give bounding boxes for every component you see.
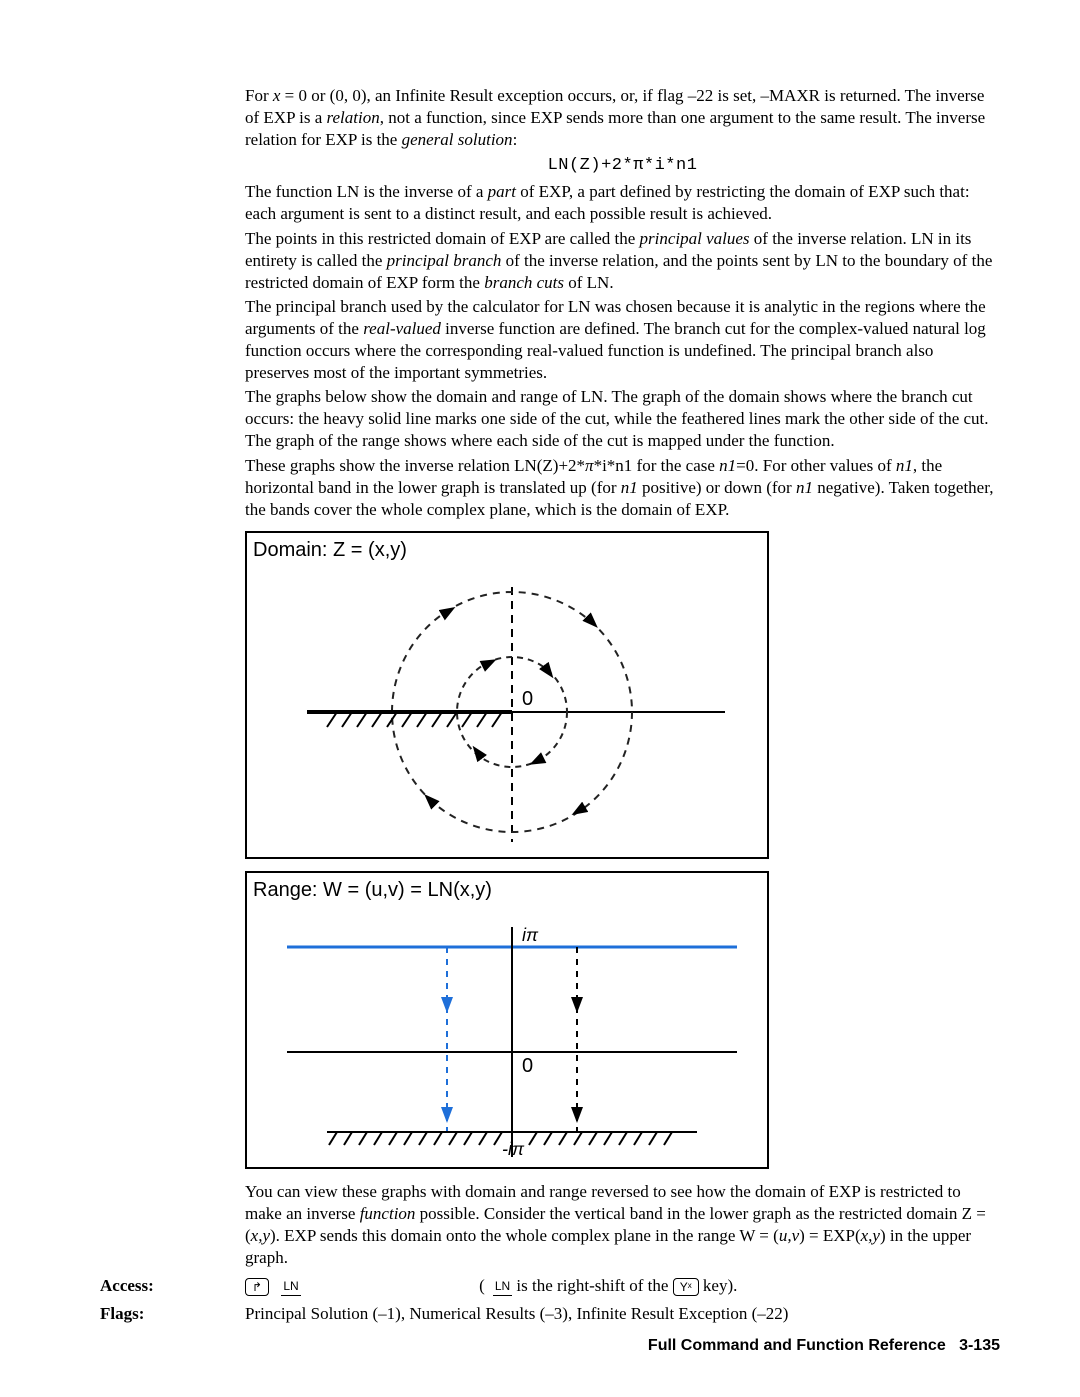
- text: of LN.: [564, 273, 614, 292]
- var-n1: n1: [621, 478, 638, 497]
- yx-key-icon: Yˣ: [673, 1278, 699, 1296]
- code-general-solution: LN(Z)+2*π*i*n1: [245, 155, 1000, 177]
- ln-shift-label-2: LN: [493, 1279, 512, 1296]
- text: The function LN is the inverse of a: [245, 182, 488, 201]
- text: For: [245, 86, 273, 105]
- figure-domain: Domain: Z = (x,y): [245, 531, 769, 859]
- body-column: For x = 0 or (0, 0), an Infinite Result …: [245, 85, 1000, 1269]
- text: These graphs show the inverse relation L…: [245, 456, 585, 475]
- page: For x = 0 or (0, 0), an Infinite Result …: [0, 0, 1080, 1397]
- footer-title: Full Command and Function Reference: [648, 1337, 946, 1354]
- paragraph-2: The function LN is the inverse of a part…: [245, 181, 1000, 225]
- origin-label-2: 0: [522, 1055, 533, 1077]
- feathers: [327, 712, 502, 727]
- em-function: function: [360, 1204, 416, 1223]
- em-principal-values: principal values: [640, 229, 750, 248]
- arrow-outer-2: [587, 617, 595, 625]
- pi: π: [585, 456, 594, 475]
- text: ). EXP sends this domain onto the whole …: [270, 1226, 779, 1245]
- right-shift-key-icon: ↱: [245, 1278, 269, 1296]
- domain-svg: 0: [247, 567, 763, 857]
- em-part: part: [488, 182, 516, 201]
- em-principal-branch: principal branch: [387, 251, 502, 270]
- origin-label: 0: [522, 688, 533, 710]
- paragraph-5: The graphs below show the domain and ran…: [245, 386, 1000, 452]
- paragraph-1: For x = 0 or (0, 0), an Infinite Result …: [245, 85, 1000, 151]
- paragraph-3: The points in this restricted domain of …: [245, 228, 1000, 294]
- var-n1: n1: [719, 456, 736, 475]
- text: (: [479, 1276, 485, 1295]
- text: *i*n1 for the case: [594, 456, 720, 475]
- flags-label: Flags:: [100, 1303, 245, 1325]
- ln-shift-label: LN: [281, 1279, 300, 1296]
- text: =0. For other values of: [736, 456, 896, 475]
- var-n1: n1: [896, 456, 913, 475]
- flags-content: Principal Solution (–1), Numerical Resul…: [245, 1303, 1000, 1325]
- access-label: Access:: [100, 1275, 245, 1297]
- text: is the right-shift of the: [512, 1276, 673, 1295]
- var-xy: x,y: [861, 1226, 880, 1245]
- footer-page: 3-135: [959, 1337, 1000, 1354]
- figure-range: Range: W = (u,v) = LN(x,y): [245, 871, 769, 1169]
- var-uv: u,v: [779, 1226, 799, 1245]
- em-real-valued: real-valued: [363, 319, 441, 338]
- var-n1: n1: [796, 478, 813, 497]
- paragraph-6: These graphs show the inverse relation L…: [245, 455, 1000, 521]
- access-content: ↱ LN ( LN is the right-shift of the Yˣ ke…: [245, 1275, 1000, 1297]
- arrow-outer-4: [427, 797, 435, 805]
- page-footer: Full Command and Function Reference 3-13…: [648, 1336, 1000, 1357]
- ipi-label: iπ: [522, 925, 539, 945]
- arrow-inner-3: [533, 759, 541, 763]
- paragraph-7: You can view these graphs with domain an…: [245, 1181, 1000, 1269]
- minus-ipi-label: -iπ: [502, 1139, 525, 1159]
- var-xy: x,y: [251, 1226, 270, 1245]
- figure-range-title: Range: W = (u,v) = LN(x,y): [247, 873, 767, 907]
- text: positive) or down (for: [638, 478, 796, 497]
- text: ) = EXP(: [799, 1226, 861, 1245]
- em-branch-cuts: branch cuts: [484, 273, 564, 292]
- range-svg: iπ 0 -iπ: [247, 907, 763, 1167]
- text: key).: [699, 1276, 738, 1295]
- em-general-solution: general solution: [402, 130, 513, 149]
- em-relation: relation: [327, 108, 380, 127]
- text: :: [513, 130, 518, 149]
- paragraph-4: The principal branch used by the calcula…: [245, 296, 1000, 384]
- arrow-outer-1: [442, 609, 452, 615]
- access-row: Access: ↱ LN ( LN is the right-shift of t…: [100, 1275, 1000, 1297]
- text: The points in this restricted domain of …: [245, 229, 640, 248]
- arrow-outer-3: [575, 807, 585, 813]
- flags-row: Flags: Principal Solution (–1), Numerica…: [100, 1303, 1000, 1325]
- figure-domain-title: Domain: Z = (x,y): [247, 533, 767, 567]
